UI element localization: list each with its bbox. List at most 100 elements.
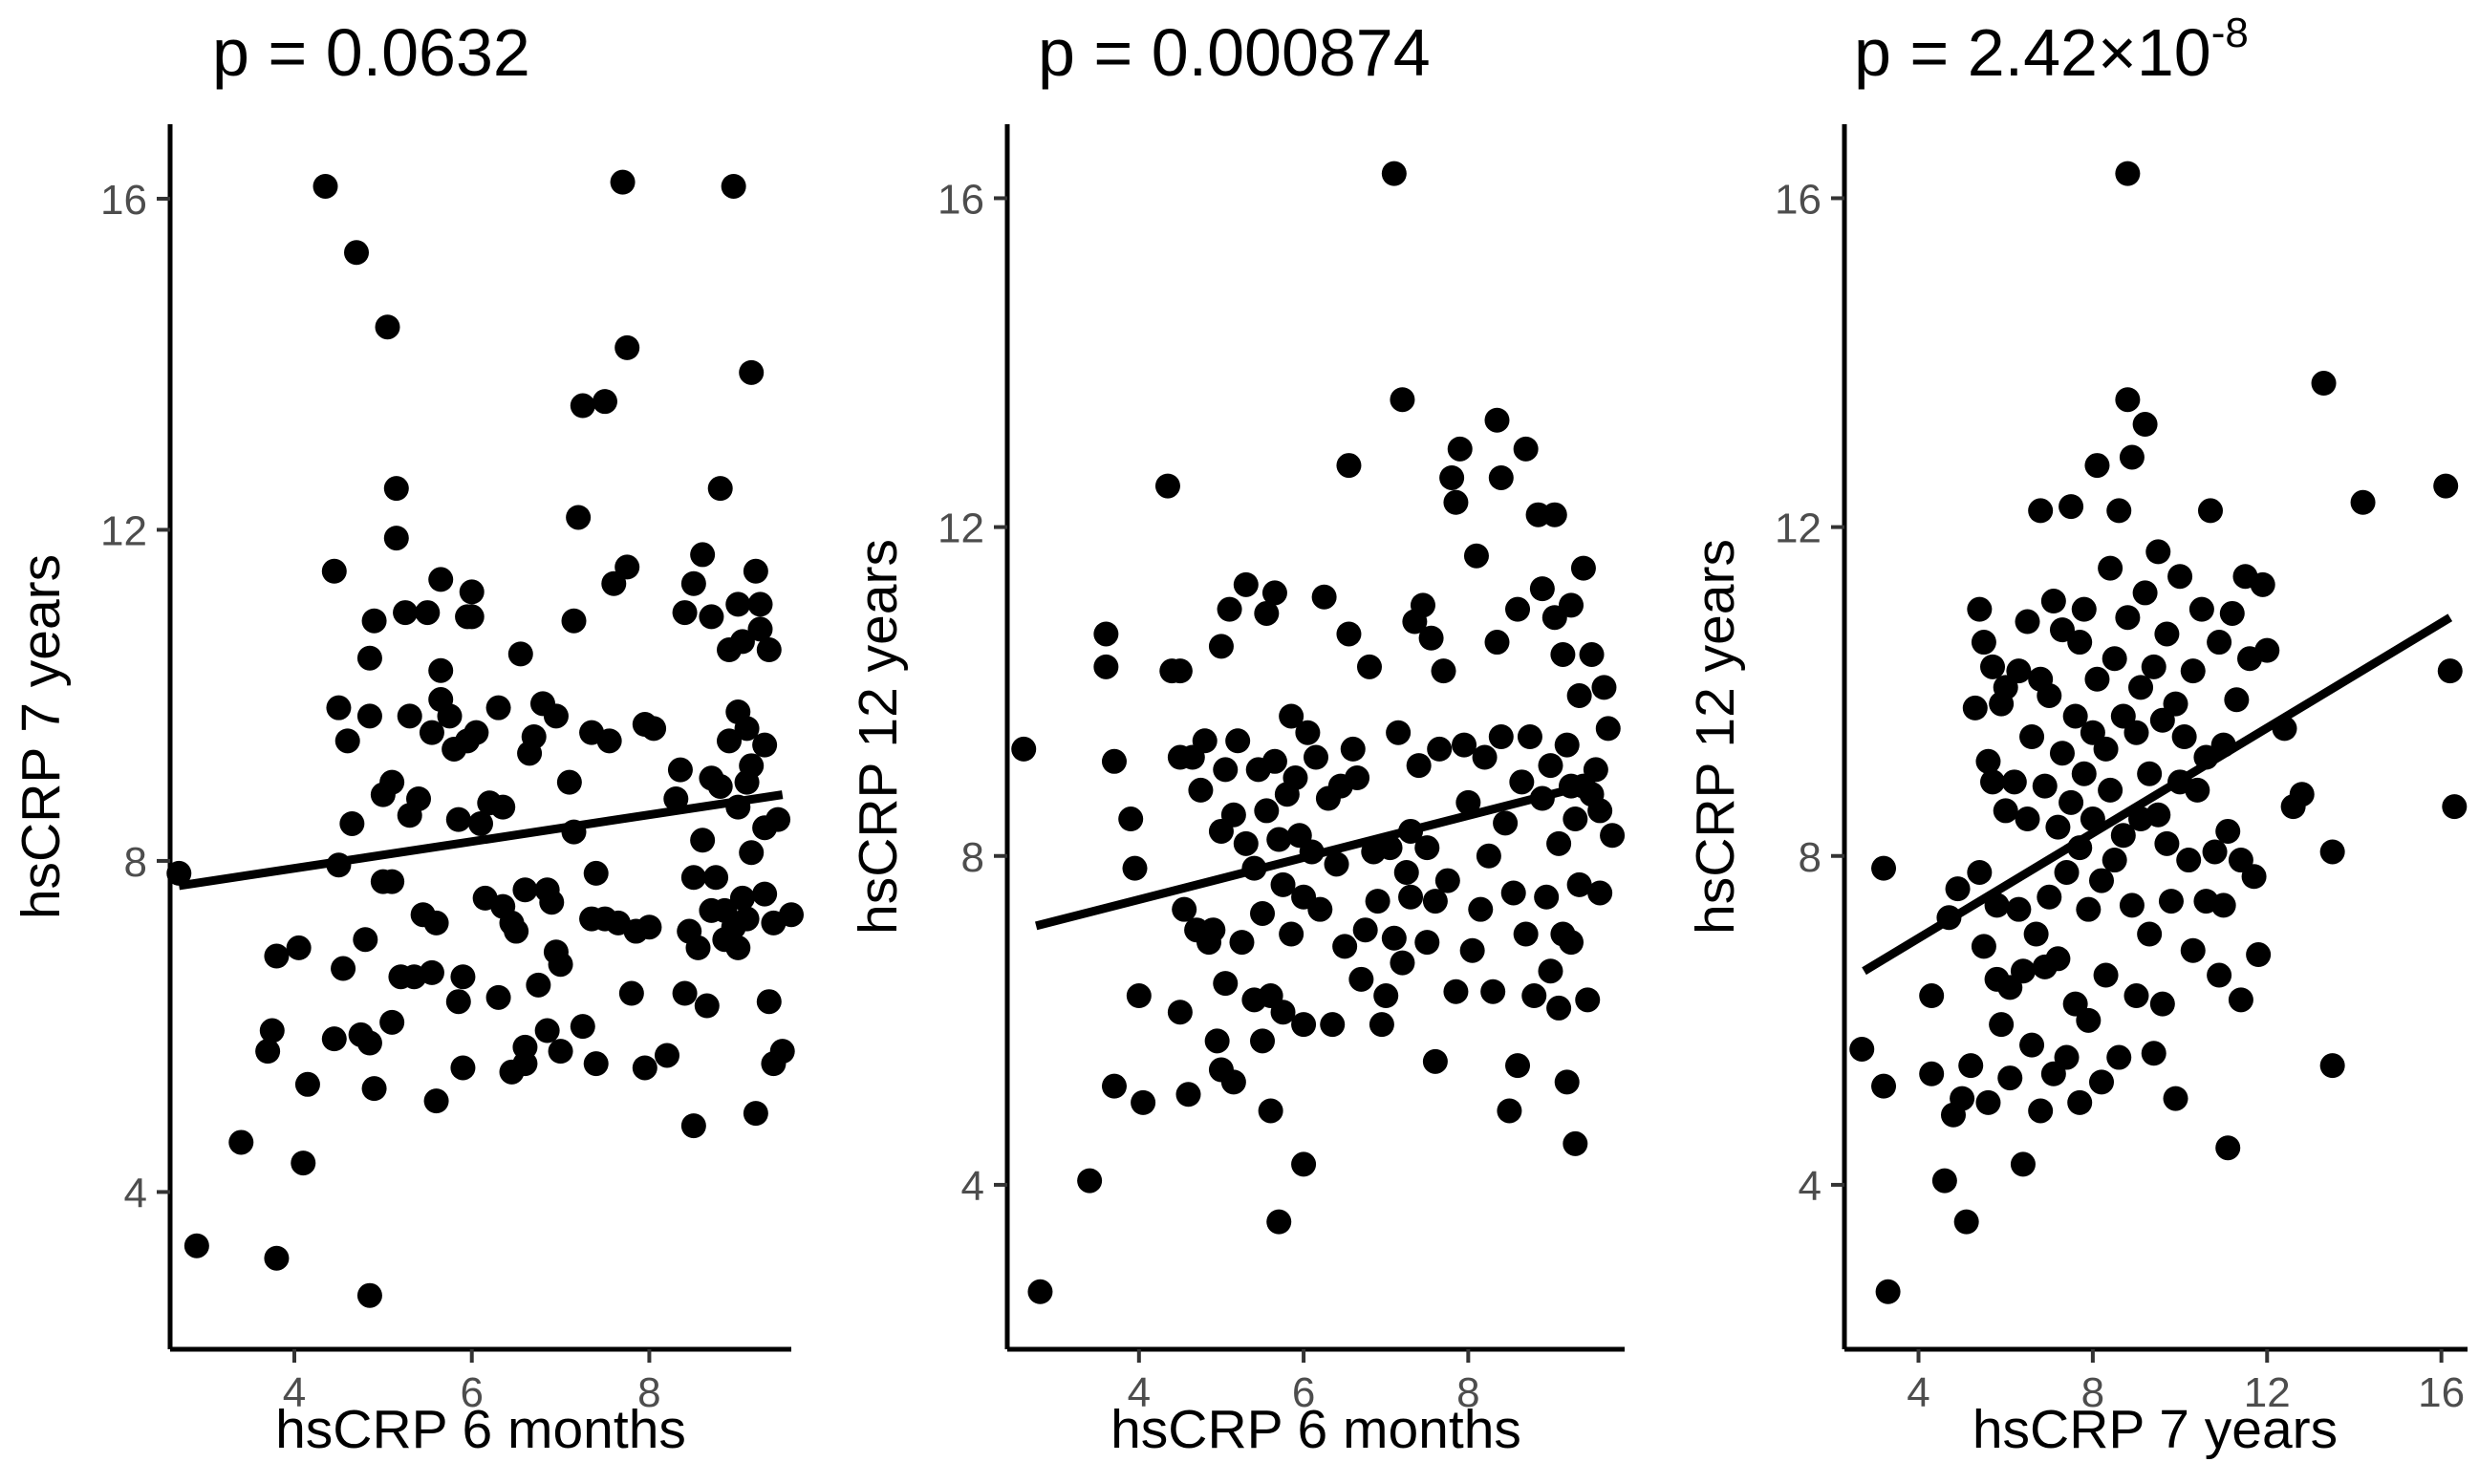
panel-3: p = 2.42×10-8 hsCRP 7 years hsCRP 12 yea… bbox=[1685, 10, 2468, 1460]
panel-2-point bbox=[1154, 473, 1180, 499]
panel-1-point bbox=[255, 1039, 281, 1065]
panel-3-point bbox=[1871, 855, 1897, 881]
panel-3-point bbox=[1945, 876, 1971, 902]
panel-3-y-tick-label: 16 bbox=[1775, 176, 1822, 223]
panel-3-point bbox=[2311, 371, 2337, 397]
panel-1-point bbox=[356, 1282, 382, 1308]
panel-1-point bbox=[512, 1051, 538, 1077]
panel-2-point bbox=[1600, 823, 1626, 849]
panel-1-point bbox=[291, 1151, 316, 1176]
panel-1-point bbox=[423, 910, 449, 936]
panel-3-point bbox=[2180, 658, 2206, 684]
panel-1-point bbox=[734, 906, 760, 932]
panel-2-point bbox=[1488, 724, 1514, 749]
panel-1-point bbox=[548, 952, 573, 978]
panel-2-point bbox=[1443, 489, 1469, 515]
panel-2-point bbox=[1311, 584, 1337, 610]
panel-3-point bbox=[2145, 802, 2171, 828]
panel-1-point bbox=[680, 570, 706, 596]
panel-1-point bbox=[556, 769, 582, 795]
panel-3-point bbox=[2215, 1135, 2241, 1161]
panel-1-point bbox=[393, 600, 419, 626]
panel-3-point bbox=[2119, 893, 2145, 918]
panel-3-point bbox=[2028, 498, 2054, 524]
panel-3-point bbox=[2210, 893, 2236, 918]
panel-1-point bbox=[166, 860, 192, 886]
panel-3-point bbox=[2442, 794, 2468, 820]
panel-2-point bbox=[1587, 880, 1613, 906]
panel-2-point bbox=[1476, 843, 1501, 869]
panel-1-point bbox=[747, 616, 773, 642]
panel-2-point bbox=[1279, 921, 1304, 947]
panel-1-point bbox=[747, 591, 773, 617]
panel-2-point bbox=[1167, 658, 1193, 684]
panel-3-point bbox=[2076, 1007, 2102, 1033]
panel-2-point bbox=[1422, 889, 1448, 914]
panel-3-point bbox=[2123, 720, 2149, 745]
panel-3-point bbox=[2106, 1044, 2132, 1070]
panel-3-point bbox=[2197, 498, 2223, 524]
panel-3-point bbox=[2062, 703, 2088, 729]
panel-2-point bbox=[1587, 798, 1613, 824]
panel-2-point bbox=[1529, 576, 1555, 602]
panel-1-point bbox=[680, 865, 706, 891]
panel-3-y-tick-label: 12 bbox=[1775, 505, 1822, 552]
panel-2-fit-line bbox=[1035, 782, 1585, 931]
panel-3-point bbox=[2433, 473, 2459, 499]
panel-3-point bbox=[2054, 859, 2080, 885]
panel-1-point bbox=[259, 1018, 285, 1043]
panel-3-point bbox=[2141, 654, 2166, 679]
panel-3-point bbox=[2093, 736, 2119, 762]
panel-1-point bbox=[375, 314, 400, 340]
panel-3-y-axis-label: hsCRP 12 years bbox=[1685, 539, 1746, 935]
panel-2-point bbox=[1410, 592, 1435, 618]
panel-3-point bbox=[2137, 921, 2163, 947]
panel-3-point bbox=[2115, 605, 2141, 631]
panel-3-point bbox=[2215, 818, 2241, 844]
panel-1-point bbox=[593, 389, 617, 415]
panel-2-point bbox=[1463, 543, 1489, 569]
panel-3-point bbox=[1967, 596, 1993, 622]
panel-3-point bbox=[2163, 691, 2188, 717]
panel-3-point bbox=[2001, 769, 2027, 795]
panel-3-point bbox=[1975, 1089, 2001, 1115]
panel-2-point bbox=[1270, 871, 1296, 897]
panel-1-point bbox=[734, 716, 760, 742]
panel-3-x-tick-label: 12 bbox=[2244, 1369, 2291, 1416]
panel-1-y-tick-label: 4 bbox=[124, 1170, 147, 1216]
panel-2-point bbox=[1352, 917, 1378, 943]
panel-3-point bbox=[2115, 161, 2141, 186]
panel-2-point bbox=[1497, 1098, 1522, 1124]
panel-3-point bbox=[1971, 630, 1996, 656]
panel-1-point bbox=[779, 902, 804, 928]
panel-2-point bbox=[1291, 1151, 1317, 1177]
panel-2-point bbox=[1393, 859, 1419, 885]
panel-1-title: p = 0.0632 bbox=[212, 15, 530, 90]
panel-2: p = 0.000874 hsCRP 6 months hsCRP 12 yea… bbox=[848, 15, 1626, 1460]
panel-3-point bbox=[2141, 1041, 2166, 1066]
panel-3-point bbox=[2102, 646, 2127, 672]
panel-3-point bbox=[2102, 848, 2127, 873]
panel-3-point bbox=[1919, 983, 1945, 1009]
panel-1: p = 0.0632 hsCRP 6 months hsCRP 7 years … bbox=[11, 15, 804, 1460]
panel-2-point bbox=[1279, 703, 1304, 729]
panel-1-point bbox=[566, 505, 592, 530]
panel-2-point bbox=[1570, 555, 1596, 581]
panel-1-point bbox=[379, 769, 405, 795]
panel-1-y-axis-label: hsCRP 7 years bbox=[11, 554, 72, 919]
panel-3-point bbox=[2106, 498, 2132, 524]
panel-2-x-tick-label: 6 bbox=[1292, 1369, 1315, 1416]
panel-1-y-tick-label: 16 bbox=[100, 177, 147, 224]
panel-3-point bbox=[2207, 630, 2232, 656]
panel-2-point bbox=[1434, 868, 1460, 893]
panel-2-point bbox=[1484, 630, 1510, 656]
panel-2-point bbox=[1348, 966, 1374, 992]
panel-1-point bbox=[326, 695, 352, 720]
panel-3-marks bbox=[1849, 161, 2468, 1304]
panel-3-title: p = 2.42×10-8 bbox=[1854, 10, 2249, 90]
panel-1-point bbox=[339, 810, 365, 836]
panel-2-point bbox=[1390, 387, 1415, 413]
panel-2-point bbox=[1225, 728, 1251, 754]
panel-2-point bbox=[1406, 753, 1432, 779]
panel-1-point bbox=[344, 240, 369, 266]
